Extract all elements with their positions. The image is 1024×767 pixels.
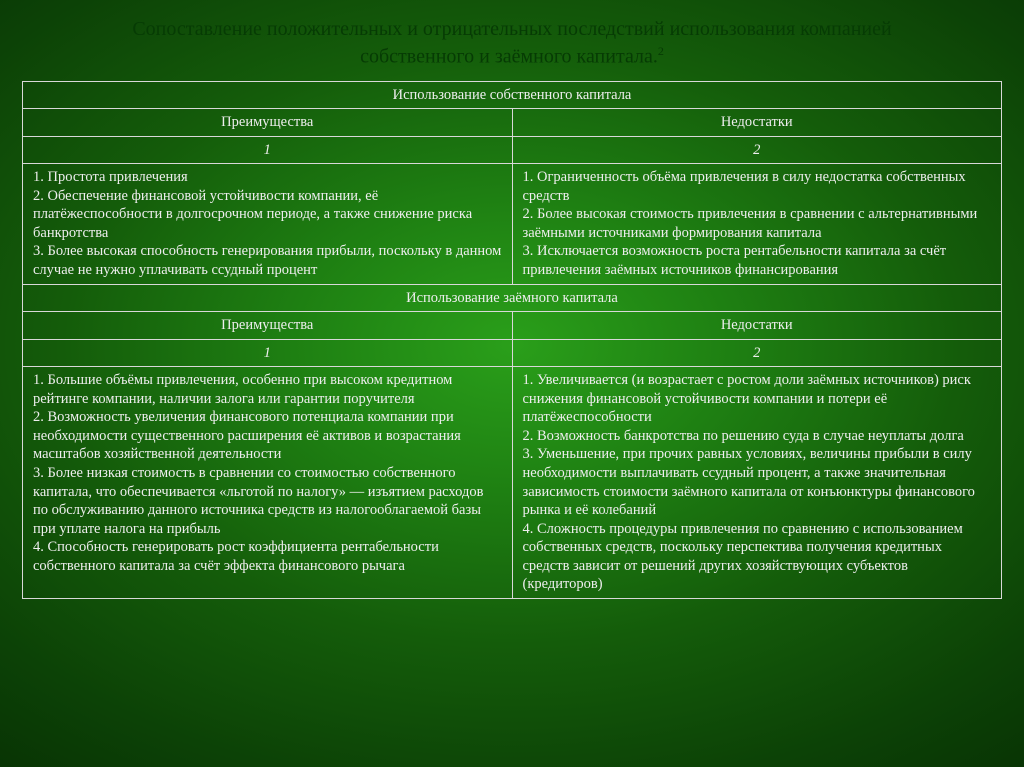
section-heading-debt-capital: Использование заёмного капитала [23, 284, 1002, 312]
title-line-1: Сопоставление положительных и отрицатель… [132, 18, 891, 40]
col-number-2: 2 [512, 136, 1002, 164]
own-capital-disadvantages-cell: 1. Ограниченность объёма привлечения в с… [512, 164, 1002, 284]
col-number-1b: 1 [23, 339, 513, 367]
col-header-disadvantages: Недостатки [512, 109, 1002, 137]
comparison-table: Использование собственного капитала Преи… [22, 81, 1002, 599]
col-header-advantages-2: Преимущества [23, 312, 513, 340]
debt-capital-disadvantages-cell: 1. Увеличивается (и возрастает с ростом … [512, 367, 1002, 599]
slide-title: Сопоставление положительных и отрицатель… [22, 16, 1002, 71]
col-number-1: 1 [23, 136, 513, 164]
col-header-advantages: Преимущества [23, 109, 513, 137]
col-number-2b: 2 [512, 339, 1002, 367]
col-header-disadvantages-2: Недостатки [512, 312, 1002, 340]
title-line-2: собственного и заёмного капитала. [360, 46, 658, 68]
section-heading-own-capital: Использование собственного капитала [23, 81, 1002, 109]
own-capital-advantages-cell: 1. Простота привлечения2. Обеспечение фи… [23, 164, 513, 284]
debt-capital-advantages-cell: 1. Большие объёмы привлечения, особенно … [23, 367, 513, 599]
title-footnote: 2 [658, 44, 664, 58]
